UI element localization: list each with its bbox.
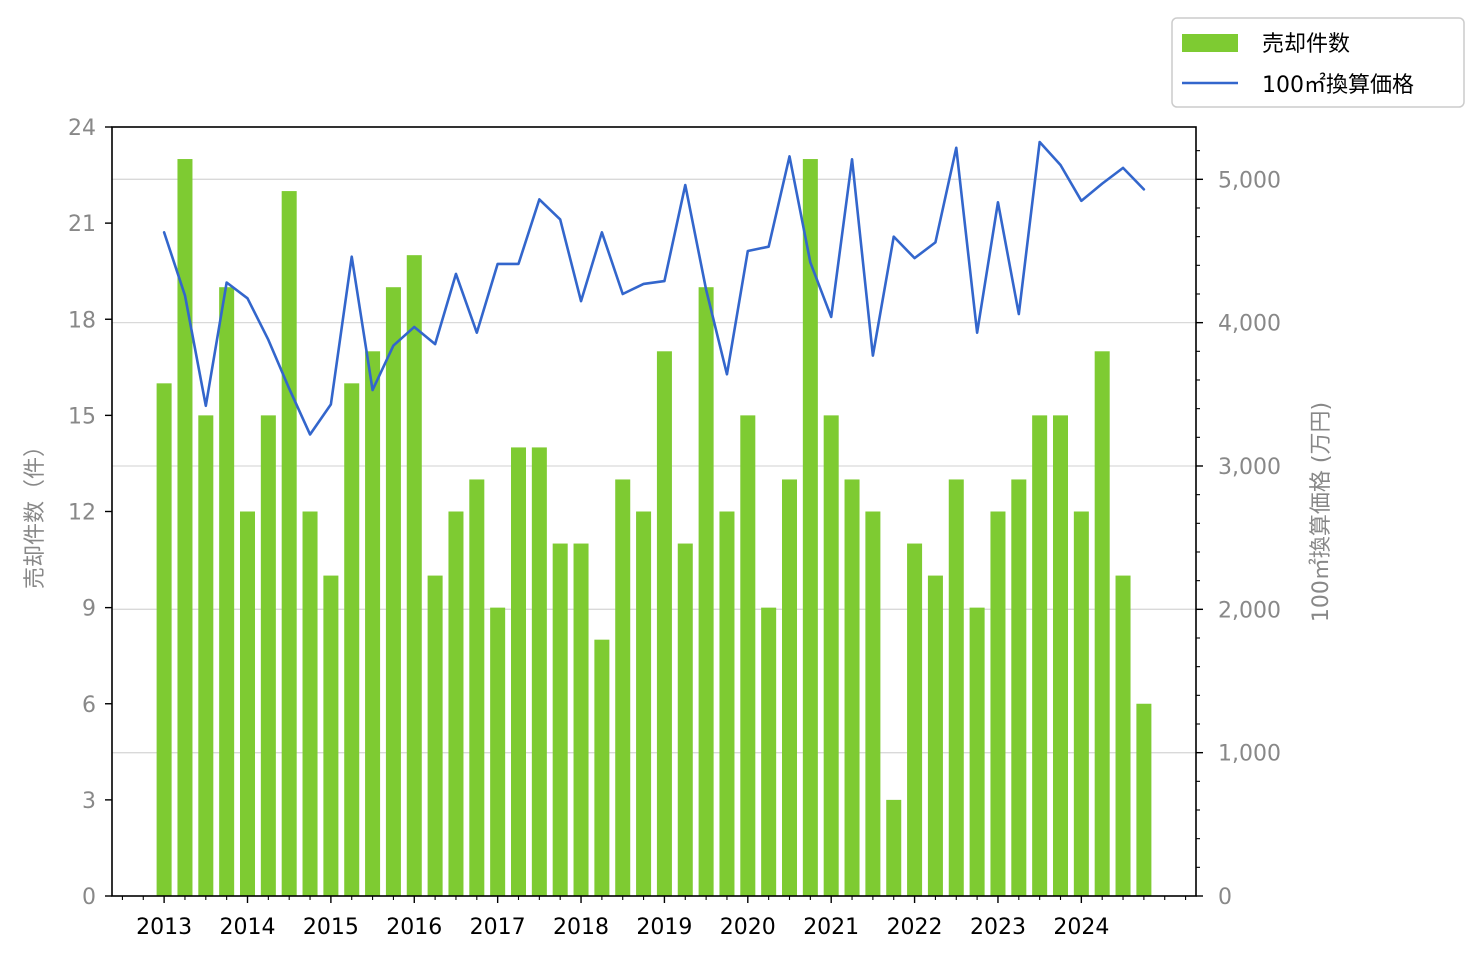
x-tick-label: 2015 — [303, 915, 359, 940]
bar — [1011, 479, 1027, 896]
bar — [302, 511, 318, 896]
bar — [927, 575, 943, 896]
bar — [990, 511, 1006, 896]
y-left-tick-label: 21 — [68, 212, 96, 237]
bar — [823, 415, 839, 896]
y-left-tick-label: 6 — [82, 693, 96, 718]
x-tick-label: 2017 — [470, 915, 526, 940]
bar — [677, 543, 693, 896]
bar — [761, 607, 777, 896]
bar — [656, 351, 672, 897]
bar — [969, 607, 985, 896]
legend-bar-swatch — [1182, 34, 1238, 52]
bar — [636, 511, 652, 896]
bar — [907, 543, 923, 896]
y-left-tick-label: 24 — [68, 116, 96, 141]
y-right-tick-label: 3,000 — [1218, 455, 1281, 480]
y-left-tick-label: 9 — [82, 597, 96, 622]
x-tick-label: 2018 — [553, 915, 609, 940]
bar — [698, 287, 714, 896]
y-left-tick-label: 3 — [82, 789, 96, 814]
legend-box — [1171, 17, 1465, 108]
bar — [781, 479, 798, 896]
bar — [886, 799, 902, 896]
bar — [594, 639, 610, 896]
bar — [177, 159, 193, 896]
x-tick-label: 2020 — [720, 915, 776, 940]
y-right-tick-label: 2,000 — [1218, 598, 1281, 623]
y-right-tick-label: 0 — [1218, 885, 1232, 910]
y-axis-left-title: 売却件数（件） — [23, 435, 48, 589]
x-tick-label: 2014 — [220, 915, 276, 940]
bar — [406, 255, 422, 896]
bar — [385, 287, 401, 896]
bar — [552, 543, 568, 896]
bar — [323, 575, 339, 896]
axis-ticks: 0 3 6 9 12 15 18 21 24 0 1,000 2,000 3,000 4,000 5,000… — [68, 116, 1281, 940]
bar — [1115, 575, 1131, 896]
bar — [865, 511, 881, 896]
y-right-tick-label: 4,000 — [1218, 312, 1281, 337]
y-left-tick-label: 15 — [68, 404, 96, 429]
legend-line-label: 100㎡換算価格 — [1262, 72, 1414, 98]
legend: 売却件数 100㎡換算価格 — [1171, 17, 1465, 108]
bar — [239, 511, 256, 896]
y-right-tick-label: 5,000 — [1218, 168, 1281, 193]
bar — [719, 511, 735, 896]
x-tick-label: 2016 — [386, 915, 442, 940]
bar — [365, 351, 381, 897]
y-left-tick-label: 12 — [68, 501, 96, 526]
price-line — [162, 140, 1146, 436]
bar — [219, 287, 235, 896]
bar — [427, 575, 443, 896]
bar — [198, 415, 214, 896]
y-left-tick-label: 18 — [68, 308, 96, 333]
x-tick-label: 2019 — [636, 915, 692, 940]
bar — [844, 479, 860, 896]
y-right-tick-label: 1,000 — [1218, 742, 1281, 767]
y-left-tick-label: 0 — [82, 885, 96, 910]
x-tick-label: 2022 — [887, 915, 943, 940]
bar — [573, 543, 589, 896]
x-tick-label: 2023 — [970, 915, 1026, 940]
bar — [948, 479, 964, 896]
x-tick-label: 2024 — [1053, 915, 1109, 940]
legend-bar-label: 売却件数 — [1262, 32, 1350, 57]
bar — [510, 447, 527, 896]
bar — [281, 191, 297, 897]
bar — [469, 479, 485, 896]
x-tick-label: 2021 — [803, 915, 859, 940]
y-axis-right-title: 100㎡換算価格 (万円) — [1308, 402, 1334, 622]
bar — [740, 415, 756, 896]
bar — [1052, 415, 1069, 896]
bar — [156, 383, 172, 896]
bar-series — [156, 159, 1152, 897]
bar — [615, 479, 631, 896]
x-tick-label: 2013 — [136, 915, 192, 940]
bar — [448, 511, 464, 896]
bar — [1073, 511, 1089, 896]
bar — [1032, 415, 1048, 896]
bar — [344, 383, 360, 896]
bar — [1136, 703, 1152, 896]
bar — [490, 607, 506, 896]
bar — [260, 415, 276, 896]
bar — [531, 447, 547, 896]
bar — [1094, 351, 1110, 897]
bar — [802, 159, 818, 896]
